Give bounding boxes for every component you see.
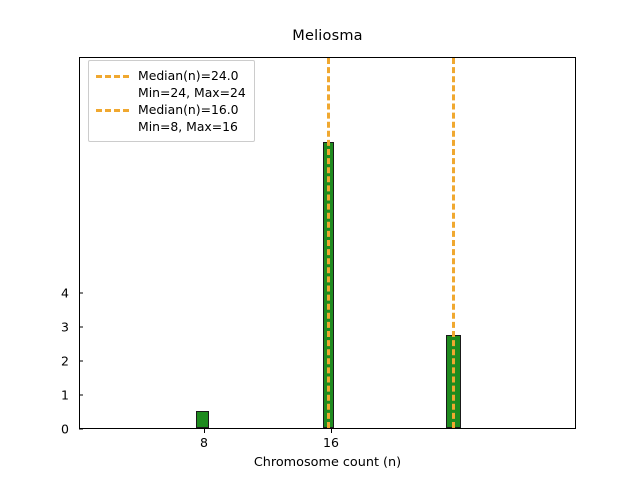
xtick-mark-16 — [331, 429, 332, 433]
xtick-mark-8 — [204, 429, 205, 433]
dashed-line-icon — [96, 101, 129, 117]
median-line-24 — [452, 58, 455, 428]
legend-sublabel-0: Min=24, Max=24 — [138, 85, 246, 100]
ytick-label-0: 0 — [61, 421, 69, 437]
ytick-label-1: 1 — [61, 387, 69, 403]
dashed-line-icon — [96, 67, 129, 83]
xtick-label-8: 8 — [200, 435, 208, 450]
ytick-mark-2 — [79, 360, 83, 362]
legend-entry-1: Median(n)=16.0 — [96, 101, 246, 118]
ytick-label-3: 3 — [61, 319, 69, 335]
legend-entry-0: Median(n)=24.0 — [96, 67, 246, 84]
legend-label-0: Median(n)=24.0 — [138, 68, 239, 83]
xtick-label-16: 16 — [323, 435, 339, 450]
ytick-mark-3 — [79, 326, 83, 328]
bar-n8 — [196, 411, 209, 428]
legend-sublabel-1: Min=8, Max=16 — [138, 119, 238, 134]
legend-label-1: Median(n)=16.0 — [138, 102, 239, 117]
ytick-mark-4 — [79, 292, 83, 294]
chart-title: Meliosma — [292, 28, 363, 44]
ytick-mark-0 — [79, 428, 83, 430]
median-line-16 — [327, 58, 330, 428]
chart-legend: Median(n)=24.0 Min=24, Max=24 Median(n)=… — [88, 60, 255, 142]
ytick-label-4: 4 — [61, 285, 69, 301]
ytick-mark-1 — [79, 394, 83, 396]
ytick-label-2: 2 — [61, 353, 69, 369]
x-axis-label: Chromosome count (n) — [253, 455, 402, 470]
